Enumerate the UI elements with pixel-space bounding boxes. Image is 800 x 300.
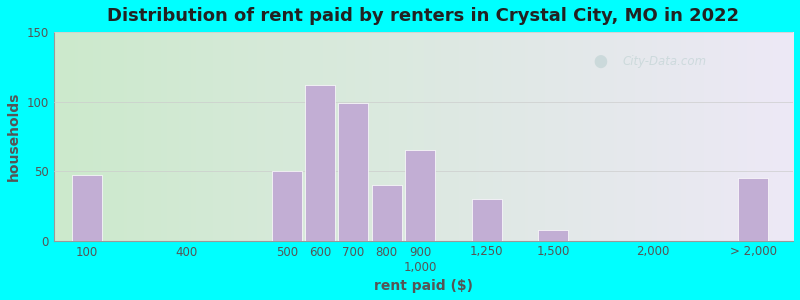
Bar xyxy=(305,85,335,241)
Bar xyxy=(405,150,435,241)
Bar xyxy=(472,199,502,241)
Title: Distribution of rent paid by renters in Crystal City, MO in 2022: Distribution of rent paid by renters in … xyxy=(107,7,739,25)
Y-axis label: households: households xyxy=(7,92,21,181)
Bar xyxy=(272,171,302,241)
Bar xyxy=(72,175,102,241)
X-axis label: rent paid ($): rent paid ($) xyxy=(374,279,473,293)
Bar xyxy=(738,178,768,241)
Text: City-Data.com: City-Data.com xyxy=(623,55,707,68)
Text: ⬤: ⬤ xyxy=(594,55,607,68)
Bar xyxy=(338,103,368,241)
Bar xyxy=(538,230,568,241)
Bar xyxy=(372,185,402,241)
